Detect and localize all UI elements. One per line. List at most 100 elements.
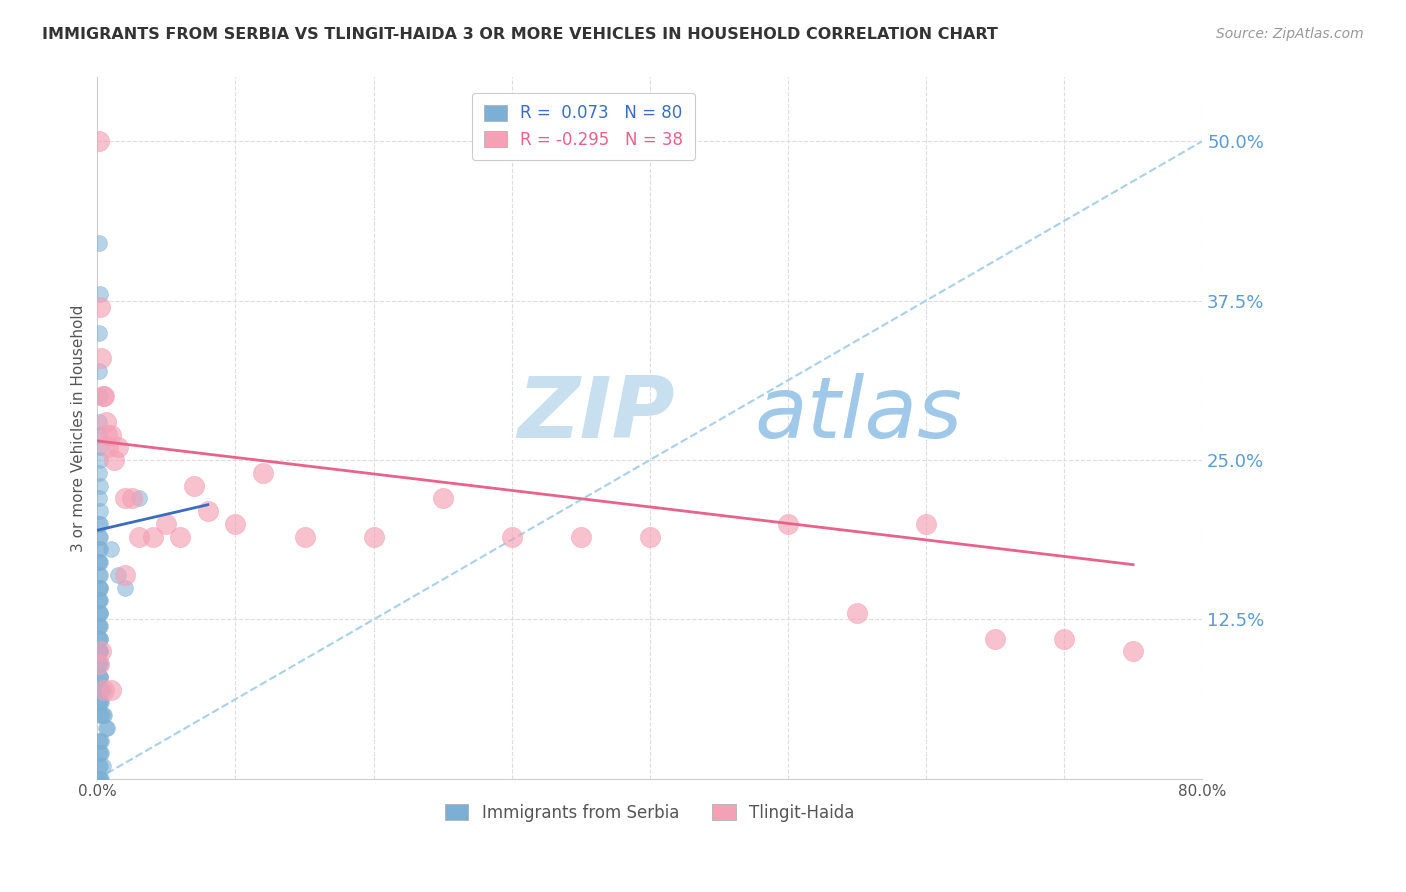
Point: [87, 593, 110, 607]
Point: [89, 542, 111, 557]
Point: [87, 619, 110, 633]
Point: [89, 389, 111, 403]
Point: [89, 593, 111, 607]
Point: [89, 657, 111, 672]
Point: [89, 695, 111, 709]
Point: [107, 567, 129, 582]
Point: [103, 453, 125, 467]
Point: [89, 682, 111, 697]
Point: [89, 300, 111, 314]
Point: [87, 657, 110, 672]
Point: [121, 491, 143, 506]
Point: [87, 567, 110, 582]
Point: [501, 530, 523, 544]
Point: [87, 695, 110, 709]
Point: [90, 772, 112, 786]
Point: [87, 555, 110, 569]
Point: [96, 427, 118, 442]
Point: [89, 581, 111, 595]
Point: [100, 427, 122, 442]
Point: [142, 530, 165, 544]
Point: [87, 491, 110, 506]
Point: [638, 530, 661, 544]
Point: [94, 721, 117, 735]
Point: [776, 516, 799, 531]
Point: [87, 530, 110, 544]
Text: Source: ZipAtlas.com: Source: ZipAtlas.com: [1216, 27, 1364, 41]
Point: [96, 721, 118, 735]
Point: [87, 644, 110, 658]
Point: [87, 619, 110, 633]
Point: [89, 555, 111, 569]
Point: [1122, 644, 1144, 658]
Point: [87, 632, 110, 646]
Point: [93, 708, 115, 723]
Point: [89, 708, 111, 723]
Point: [87, 415, 110, 429]
Point: [87, 581, 110, 595]
Point: [114, 581, 136, 595]
Point: [1053, 632, 1076, 646]
Point: [91, 708, 114, 723]
Point: [128, 530, 150, 544]
Point: [569, 530, 592, 544]
Point: [87, 542, 110, 557]
Text: ZIP: ZIP: [517, 373, 675, 456]
Point: [89, 606, 111, 620]
Point: [87, 516, 110, 531]
Point: [90, 708, 112, 723]
Point: [87, 733, 110, 747]
Point: [155, 516, 177, 531]
Point: [87, 466, 110, 480]
Point: [87, 772, 110, 786]
Point: [87, 326, 110, 340]
Point: [89, 516, 111, 531]
Point: [87, 606, 110, 620]
Point: [90, 695, 112, 709]
Point: [87, 682, 110, 697]
Point: [100, 682, 122, 697]
Point: [89, 287, 111, 301]
Point: [91, 682, 114, 697]
Point: [89, 567, 111, 582]
Point: [89, 530, 111, 544]
Point: [93, 682, 115, 697]
Point: [94, 415, 117, 429]
Point: [100, 542, 122, 557]
Point: [87, 364, 110, 378]
Point: [87, 555, 110, 569]
Point: [114, 491, 136, 506]
Point: [90, 682, 112, 697]
Point: [89, 606, 111, 620]
Point: [114, 567, 136, 582]
Point: [87, 695, 110, 709]
Point: [89, 747, 111, 761]
Point: [87, 759, 110, 773]
Point: [87, 747, 110, 761]
Point: [89, 632, 111, 646]
Y-axis label: 3 or more Vehicles in Household: 3 or more Vehicles in Household: [72, 304, 86, 552]
Text: IMMIGRANTS FROM SERBIA VS TLINGIT-HAIDA 3 OR MORE VEHICLES IN HOUSEHOLD CORRELAT: IMMIGRANTS FROM SERBIA VS TLINGIT-HAIDA …: [42, 27, 998, 42]
Point: [91, 389, 114, 403]
Point: [87, 657, 110, 672]
Point: [224, 516, 246, 531]
Point: [90, 644, 112, 658]
Point: [89, 581, 111, 595]
Point: [89, 772, 111, 786]
Point: [93, 389, 115, 403]
Point: [91, 759, 114, 773]
Point: [87, 134, 110, 148]
Point: [97, 440, 120, 454]
Point: [128, 491, 150, 506]
Point: [90, 351, 112, 365]
Point: [252, 466, 274, 480]
Point: [89, 453, 111, 467]
Point: [984, 632, 1007, 646]
Point: [107, 440, 129, 454]
Point: [87, 670, 110, 684]
Point: [87, 644, 110, 658]
Point: [89, 632, 111, 646]
Text: atlas: atlas: [755, 373, 963, 456]
Point: [197, 504, 219, 518]
Point: [89, 644, 111, 658]
